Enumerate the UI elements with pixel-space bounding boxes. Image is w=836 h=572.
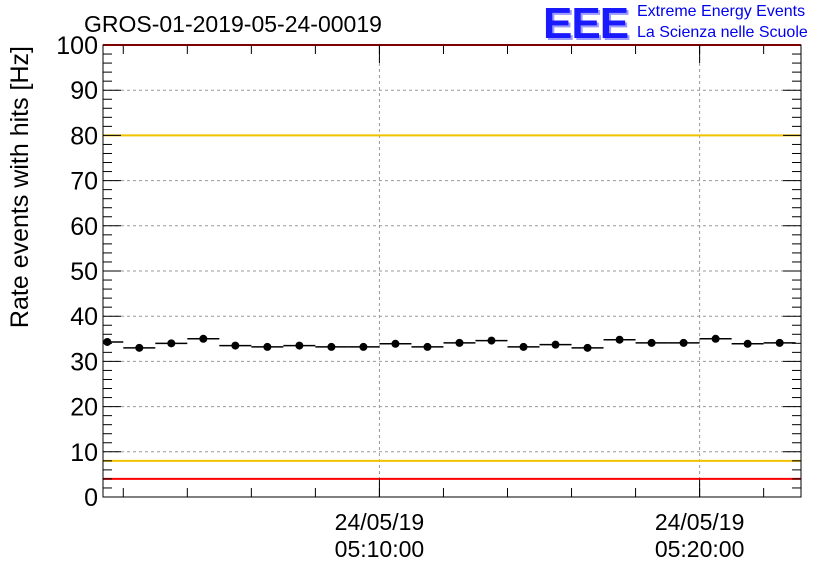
data-point: [103, 337, 112, 346]
y-tick-label: 0: [84, 484, 98, 512]
y-tick-label: 80: [70, 122, 98, 150]
data-point: [231, 341, 240, 350]
data-points: [103, 334, 796, 352]
data-point: [711, 334, 720, 343]
y-tick-label: 20: [70, 394, 98, 422]
x-tick-date-label: 24/05/19: [335, 509, 425, 535]
x-tick-time-label: 05:10:00: [335, 536, 425, 562]
chart-title: GROS-01-2019-05-24-00019: [84, 11, 382, 37]
data-point: [615, 335, 624, 344]
data-point: [679, 338, 688, 347]
y-tick-label: 100: [56, 32, 98, 60]
x-tick-time-label: 05:20:00: [655, 536, 745, 562]
grid: [103, 45, 801, 497]
data-point: [583, 343, 592, 352]
y-tick-label: 60: [70, 213, 98, 241]
data-point: [359, 342, 368, 351]
logo-line-2: La Scienza nelle Scuole: [637, 24, 808, 41]
data-point: [519, 342, 528, 351]
y-axis-label: Rate events with hits [Hz]: [6, 46, 34, 328]
data-point: [743, 339, 752, 348]
data-point: [551, 340, 560, 349]
logo-line-1: Extreme Energy Events: [637, 3, 806, 20]
y-tick-label: 40: [70, 303, 98, 331]
y-tick-label: 30: [70, 348, 98, 376]
data-point: [135, 343, 144, 352]
data-point: [423, 342, 432, 351]
data-point: [167, 339, 176, 348]
data-point: [647, 338, 656, 347]
eee-logo-icon: EEE: [543, 0, 629, 48]
data-point: [455, 338, 464, 347]
x-tick-date-label: 24/05/19: [655, 509, 745, 535]
data-point: [327, 342, 336, 351]
data-point: [199, 334, 208, 343]
y-tick-label: 10: [70, 439, 98, 467]
y-tick-label: 50: [70, 258, 98, 286]
y-tick-label: 90: [70, 77, 98, 105]
reference-lines: [103, 44, 801, 480]
data-point: [775, 338, 784, 347]
data-point: [295, 341, 304, 350]
data-point: [391, 339, 400, 348]
y-tick-label: 70: [70, 168, 98, 196]
data-point: [263, 342, 272, 351]
axis-ticks: 010203040506070809010024/05/1905:10:0024…: [56, 32, 801, 562]
data-point: [487, 336, 496, 345]
